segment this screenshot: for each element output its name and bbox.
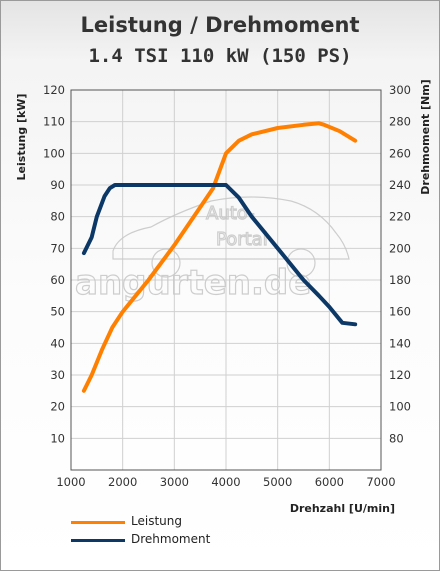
plot-area	[70, 89, 382, 471]
x-tick-label: 1000	[56, 475, 85, 489]
x-tick-label: 7000	[366, 475, 395, 489]
y-tick-left-label: 110	[43, 115, 65, 129]
y-tick-left-label: 10	[50, 431, 65, 445]
y-tick-left-label: 30	[50, 368, 65, 382]
y-tick-left-label: 90	[50, 178, 65, 192]
y-tick-right-label: 220	[389, 210, 411, 224]
x-tick-label: 4000	[211, 475, 240, 489]
y-tick-right-label: 260	[389, 146, 411, 160]
y-tick-right-label: 120	[389, 368, 411, 382]
legend-swatch-drehmoment	[71, 539, 125, 542]
y-tick-left-label: 80	[50, 210, 65, 224]
watermark-text-auto: Auto-	[206, 203, 255, 224]
legend-label-leistung: Leistung	[131, 514, 182, 528]
y-axis-left-label: Leistung [kW]	[15, 94, 28, 181]
chart-title: Leistung / Drehmoment	[80, 13, 360, 37]
x-ticks: 1000 2000 3000 4000 5000 6000 7000	[56, 475, 395, 489]
y-tick-right-label: 80	[389, 431, 404, 445]
y-tick-left-label: 40	[50, 336, 65, 350]
series-lines	[81, 121, 358, 393]
y-tick-right-label: 280	[389, 115, 411, 129]
y-tick-right-label: 300	[389, 83, 411, 97]
y-ticks-right: 80 100 120 140 160 180 200 220 240 260 280 300	[389, 83, 411, 445]
series-line-leistung	[81, 121, 358, 393]
y-tick-left-label: 120	[43, 83, 65, 97]
y-tick-left-label: 20	[50, 400, 65, 414]
watermark: Auto- Portal angurten.de	[74, 196, 350, 304]
y-tick-right-label: 200	[389, 241, 411, 255]
y-tick-left-label: 70	[50, 241, 65, 255]
series-line-drehmoment	[81, 183, 358, 327]
x-tick-label: 6000	[315, 475, 344, 489]
x-axis-label: Drehzahl [U/min]	[290, 502, 395, 515]
y-axis-right-label: Drehmoment [Nm]	[419, 79, 432, 194]
y-tick-left-label: 100	[43, 146, 65, 160]
y-tick-right-label: 140	[389, 336, 411, 350]
watermark-wheel-icon	[151, 248, 181, 278]
legend-label-drehmoment: Drehmoment	[131, 532, 211, 546]
y-tick-right-label: 160	[389, 305, 411, 319]
x-tick-label: 2000	[108, 475, 137, 489]
watermark-text-site: angurten.de	[75, 263, 311, 303]
legend-swatch-leistung	[71, 521, 125, 524]
watermark-car-icon	[112, 196, 350, 260]
y-tick-left-label: 50	[50, 305, 65, 319]
x-tick-label: 5000	[263, 475, 292, 489]
y-tick-right-label: 240	[389, 178, 411, 192]
chart-subtitle: 1.4 TSI 110 kW (150 PS)	[88, 45, 352, 67]
y-tick-right-label: 180	[389, 273, 411, 287]
x-tick-label: 3000	[160, 475, 189, 489]
watermark-text-portal: Portal	[216, 229, 268, 250]
y-tick-left-label: 60	[50, 273, 65, 287]
y-tick-right-label: 100	[389, 400, 411, 414]
y-ticks-left: 10 20 30 40 50 60 70 80 90 100 110 120	[43, 83, 65, 445]
